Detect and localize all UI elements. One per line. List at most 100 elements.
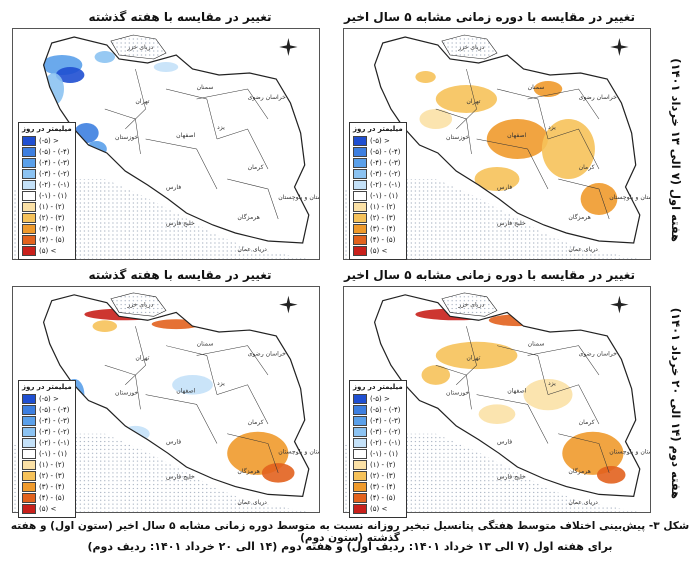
legend-item: (۴) - (۵) xyxy=(22,492,72,503)
province-label: سیستان و بلوچستان xyxy=(278,448,319,455)
legend-swatch xyxy=(353,190,367,201)
caspian-sea xyxy=(441,292,498,317)
north-arrow-icon xyxy=(610,295,629,314)
legend-item: (۴) - (۵) xyxy=(353,234,403,245)
legend-label: (۳) - (۴) xyxy=(39,224,65,233)
legend-item: (-۵) - (-۴) xyxy=(22,404,72,415)
legend-label: (-۵) > xyxy=(39,394,59,403)
legend-item: (-۲) - (-۱) xyxy=(22,437,72,448)
legend-swatch xyxy=(22,470,36,481)
anomaly-area xyxy=(421,365,451,385)
legend-label: (۴) - (۵) xyxy=(39,493,65,502)
legend-label: (۳) - (۴) xyxy=(370,482,396,491)
province-label: اصفهان xyxy=(507,388,526,395)
province-boundary xyxy=(435,365,472,410)
legend-item: (۳) - (۴) xyxy=(353,481,403,492)
province-boundary xyxy=(227,178,279,220)
legend-br: میلیمتر در روز (-۵) > (-۵) - (-۴) (-۴) - (-… xyxy=(349,380,407,518)
legend-item: (۳) - (۴) xyxy=(353,223,403,234)
legend-item: (۲) - (۳) xyxy=(353,212,403,223)
anomaly-area xyxy=(478,404,516,424)
legend-swatch xyxy=(353,146,367,157)
legend-item: (-۳) - (-۲) xyxy=(353,168,403,179)
province-label: فارس xyxy=(497,184,512,191)
legend-title: میلیمتر در روز xyxy=(22,383,72,391)
province-label: اصفهان xyxy=(176,388,195,395)
province-boundary xyxy=(547,128,600,170)
anomaly-area xyxy=(151,319,201,330)
legend-bl: میلیمتر در روز (-۵) > (-۵) - (-۴) (-۴) - (-… xyxy=(18,380,76,518)
persian-gulf-label: خلیج فارس xyxy=(497,220,526,227)
province-boundary xyxy=(165,345,218,395)
legend-label: (۵) < xyxy=(370,246,388,255)
legend-item: (-۳) - (-۲) xyxy=(22,426,72,437)
persian-gulf-label: خلیج فارس xyxy=(166,474,195,481)
legend-item: (۱) - (۲) xyxy=(22,459,72,470)
legend-item: (۱) - (۲) xyxy=(353,201,403,212)
legend-swatch xyxy=(353,448,367,459)
caspian-label: دریای خزر xyxy=(457,44,484,51)
legend-item: (-۵) - (-۴) xyxy=(353,146,403,157)
legend-swatch xyxy=(353,135,367,146)
province-boundary xyxy=(456,326,477,385)
legend-swatch xyxy=(353,201,367,212)
legend-swatch xyxy=(353,212,367,223)
province-label: کرمان xyxy=(248,164,264,171)
province-boundary xyxy=(196,345,269,376)
legend-label: (-۲) - (-۱) xyxy=(370,180,401,189)
persian-gulf-label: خلیج فارس xyxy=(166,220,195,227)
legend-label: (-۵) - (-۴) xyxy=(39,405,70,414)
anomaly-area xyxy=(541,119,595,179)
province-label: هرمزگان xyxy=(568,467,591,475)
legend-label: (۱) - (۲) xyxy=(370,460,396,469)
legend-label: (-۵) > xyxy=(39,136,59,145)
figure-caption-line2: برای هفته اول (۷ الی ۱۳ خرداد ۱۴۰۱: ردیف… xyxy=(87,540,613,553)
province-label: خراسان رضوی xyxy=(579,351,618,358)
legend-label: (-۳) - (-۲) xyxy=(39,427,70,436)
legend-swatch xyxy=(22,426,36,437)
legend-label: (۵) < xyxy=(39,246,57,255)
legend-label: (-۴) - (-۳) xyxy=(370,158,401,167)
province-boundary xyxy=(476,138,549,190)
legend-label: (-۱) - (۱) xyxy=(39,191,67,200)
province-boundary xyxy=(145,394,218,444)
legend-item: (۱) - (۲) xyxy=(353,459,403,470)
caspian-label: دریای خزر xyxy=(126,302,153,309)
province-boundary xyxy=(125,68,146,130)
legend-label: (۳) - (۴) xyxy=(39,482,65,491)
legend-title: میلیمتر در روز xyxy=(22,125,72,133)
legend-tr: میلیمتر در روز (-۵) > (-۵) - (-۴) (-۴) - (-… xyxy=(349,122,407,260)
province-label: هرمزگان xyxy=(237,467,260,475)
province-label: خوزستان xyxy=(446,390,469,397)
legend-swatch xyxy=(353,426,367,437)
province-label: تهران xyxy=(135,354,149,361)
province-label: خراسان رضوی xyxy=(248,351,287,358)
province-label: خوزستان xyxy=(115,134,138,141)
province-label: خراسان رضوی xyxy=(579,94,618,101)
province-boundary xyxy=(216,384,269,425)
legend-swatch xyxy=(22,245,36,256)
province-label: فارس xyxy=(166,184,181,191)
legend-title: میلیمتر در روز xyxy=(353,383,403,391)
caspian-label: دریای خزر xyxy=(457,302,484,309)
anomaly-area xyxy=(486,119,548,159)
oman-sea-label: دریای عمان xyxy=(568,499,598,506)
legend-swatch xyxy=(22,459,36,470)
legend-item: (-۳) - (-۲) xyxy=(353,426,403,437)
legend-label: (-۲) - (-۱) xyxy=(370,438,401,447)
north-arrow-icon xyxy=(610,38,629,56)
legend-label: (-۵) - (-۴) xyxy=(370,147,401,156)
oman-sea-label: دریای عمان xyxy=(237,499,267,506)
anomaly-area xyxy=(596,466,626,484)
legend-item: (۴) - (۵) xyxy=(353,492,403,503)
map-panel-br: دریای خزر دریای عمان خلیج فارس تهران اصفهان ف… xyxy=(343,286,651,513)
province-boundary xyxy=(216,128,269,170)
anomaly-area xyxy=(419,109,453,129)
legend-swatch xyxy=(353,503,367,514)
legend-label: (-۳) - (-۲) xyxy=(39,169,70,178)
province-label: سمنان xyxy=(528,341,545,348)
legend-item: (۵) < xyxy=(22,503,72,514)
legend-item: (-۵) - (-۴) xyxy=(353,404,403,415)
legend-item: (۵) < xyxy=(353,245,403,256)
iran-border xyxy=(373,36,641,244)
